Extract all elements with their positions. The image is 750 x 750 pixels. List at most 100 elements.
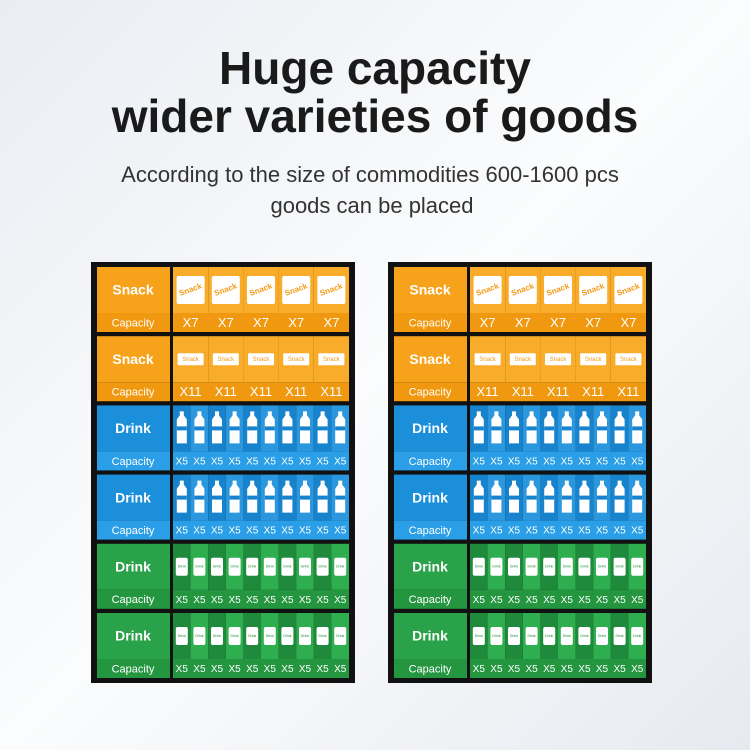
icon-label: Drink: [633, 634, 641, 638]
capacity-band: [394, 520, 467, 540]
icon-label: Snack: [182, 357, 200, 363]
cell-count: X5: [299, 526, 312, 537]
can-icon: [560, 627, 573, 645]
pack-icon: [318, 353, 345, 366]
title: wider varieties of goods: [111, 90, 639, 142]
cell-band: [173, 520, 349, 540]
cell-count: X5: [613, 526, 626, 537]
bottle-band: [176, 495, 187, 500]
can-icon: [193, 627, 206, 645]
cell-count: X7: [288, 315, 304, 330]
bottle-band: [526, 495, 537, 500]
cell-count: X5: [228, 526, 241, 537]
icon-label: Snack: [253, 357, 271, 363]
can-icon: [299, 557, 311, 576]
row-label: Drink: [412, 489, 448, 505]
icon-label: Snack: [288, 357, 306, 363]
bottle-band: [579, 495, 590, 500]
cell-count: X5: [316, 664, 329, 675]
bottle-band: [491, 495, 502, 500]
can-icon: [631, 557, 644, 576]
cell-band: [173, 589, 349, 609]
capacity-label: Capacity: [409, 387, 452, 399]
cell-count: X5: [596, 664, 609, 675]
bottle-band: [509, 426, 519, 431]
icon-label: Drink: [336, 565, 344, 569]
can-icon: [246, 627, 259, 645]
bottle-band: [300, 426, 310, 431]
bottle-band: [561, 426, 572, 431]
bottle-band: [491, 426, 502, 431]
can-icon: [578, 627, 591, 645]
can-icon: [175, 557, 188, 576]
can-icon: [508, 557, 520, 576]
icon-label: Snack: [550, 357, 568, 363]
row-label: Drink: [115, 420, 151, 436]
cell-count: X11: [617, 384, 639, 399]
cell-count: X11: [180, 384, 202, 399]
bottle-band: [473, 426, 484, 431]
cell-count: X5: [508, 664, 521, 675]
cell-count: X5: [596, 457, 609, 468]
bottle-band: [579, 426, 590, 431]
title: Huge capacity: [219, 42, 531, 94]
cell-count: X5: [281, 457, 294, 468]
cell-count: X5: [316, 457, 329, 468]
capacity-label: Capacity: [112, 456, 155, 468]
can-icon: [299, 627, 311, 645]
cell-count: X5: [264, 595, 277, 606]
row-label: Drink: [412, 628, 448, 644]
bottle-band: [335, 426, 346, 431]
cell-count: X7: [550, 315, 566, 330]
row-label: Snack: [112, 351, 153, 367]
cell-count: X5: [490, 526, 503, 537]
bag-icon: [317, 276, 346, 304]
cell-count: X5: [264, 526, 277, 537]
can-icon: [472, 557, 485, 576]
can-icon: [228, 627, 241, 645]
can-icon: [281, 627, 294, 645]
cell-count: X5: [561, 664, 574, 675]
subtitle: According to the size of commodities 600…: [121, 162, 619, 187]
cell-count: X5: [578, 526, 591, 537]
cell-count: X5: [211, 595, 224, 606]
pack-icon: [248, 353, 274, 366]
can-icon: [334, 557, 347, 576]
row-label: Snack: [409, 282, 450, 298]
can-icon: [578, 557, 591, 576]
icon-label: Drink: [213, 565, 221, 569]
bottle-band: [597, 426, 607, 431]
can-icon: [560, 557, 573, 576]
bottle-band: [597, 495, 607, 500]
cell-count: X5: [264, 664, 277, 675]
row-label-bg: [394, 336, 467, 383]
cell-band: [470, 659, 646, 678]
cell-count: X5: [246, 664, 259, 675]
cell-count: X5: [299, 664, 312, 675]
capacity-label: Capacity: [409, 594, 452, 606]
icon-label: Drink: [231, 565, 239, 569]
pack-icon: [580, 353, 607, 366]
can-icon: [228, 557, 241, 576]
cell-band: [470, 451, 646, 471]
bottle-band: [526, 426, 537, 431]
cell-count: X5: [561, 526, 574, 537]
capacity-label: Capacity: [409, 525, 452, 537]
icon-label: Drink: [178, 565, 186, 569]
cell-count: X5: [211, 664, 224, 675]
can-icon: [596, 557, 608, 576]
icon-label: Snack: [323, 357, 341, 363]
icon-label: Drink: [475, 565, 483, 569]
icon-label: Drink: [563, 565, 571, 569]
shelf-panel: [388, 262, 652, 683]
cell-count: X5: [508, 457, 521, 468]
can-icon: [211, 557, 223, 576]
cell-band: [470, 313, 646, 332]
cell-count: X5: [543, 664, 556, 675]
can-icon: [490, 557, 503, 576]
cell-count: X5: [334, 664, 347, 675]
cell-count: X5: [631, 457, 644, 468]
cell-count: X7: [218, 315, 234, 330]
can-icon: [316, 557, 329, 576]
bottle-band: [229, 495, 240, 500]
